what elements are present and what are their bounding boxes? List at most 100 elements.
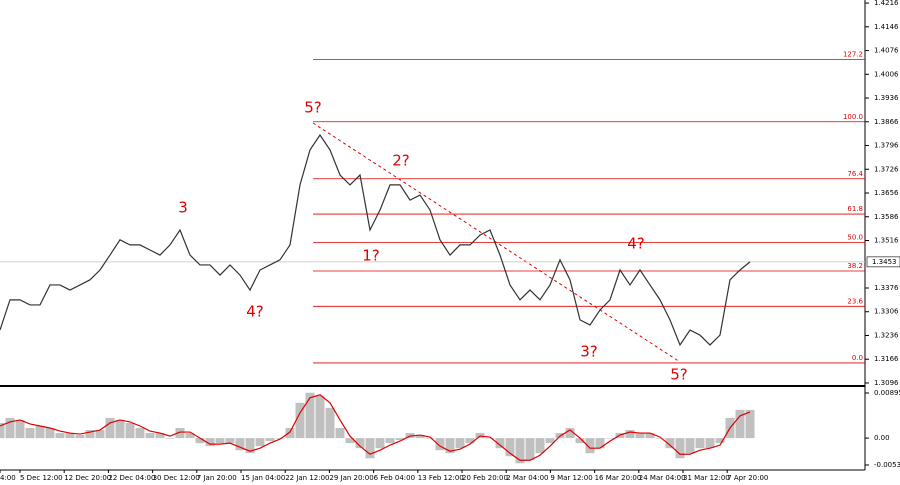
y-tick-label: 0.00 — [874, 434, 890, 442]
x-tick-label: 22 Jan 12:00 — [285, 474, 329, 482]
histogram-bar — [425, 438, 435, 439]
x-tick-label: 31 Mar 12:00 — [683, 474, 730, 482]
histogram-bar — [495, 438, 505, 449]
histogram-bar — [395, 438, 405, 441]
y-tick-label: 1.3306 — [874, 308, 899, 316]
x-tick-label: 20 Feb 20:00 — [462, 474, 508, 482]
histogram-bar — [585, 438, 595, 454]
histogram-bar — [665, 438, 675, 449]
price-line — [0, 133, 751, 347]
histogram-bar — [695, 438, 705, 449]
histogram-bar — [595, 438, 605, 449]
histogram-bar — [185, 433, 195, 439]
histogram-bar — [645, 433, 655, 439]
histogram-bar — [195, 438, 205, 444]
histogram-bar — [175, 428, 185, 439]
histogram-bar — [105, 417, 115, 439]
histogram-bar — [455, 438, 465, 449]
histogram-bar — [45, 428, 55, 439]
y-tick-label: 1.4146 — [874, 23, 899, 31]
histogram-bar — [305, 392, 315, 439]
histogram-bar — [355, 438, 365, 449]
x-tick-label: 9 Mar 12:00 — [550, 474, 592, 482]
fib-label: 61.8 — [847, 205, 863, 213]
histogram-bar — [265, 438, 275, 442]
histogram-bar — [205, 438, 215, 447]
wave-label: 4? — [627, 235, 645, 253]
histogram-bar — [545, 438, 555, 444]
y-tick-label: 1.3096 — [874, 379, 899, 387]
histogram-bar — [515, 438, 525, 464]
x-tick-label: 2 Mar 04:00 — [506, 474, 548, 482]
y-tick-label: 1.3236 — [874, 331, 899, 339]
histogram-bar — [655, 438, 665, 439]
y-tick-label: 1.4006 — [874, 70, 899, 78]
histogram-bar — [115, 419, 125, 439]
histogram-bar — [215, 438, 225, 444]
wave-label: 2? — [392, 152, 410, 170]
fib-label: 38.2 — [847, 262, 863, 270]
histogram-bar — [535, 438, 545, 454]
histogram-bar — [375, 438, 385, 449]
histogram-bar — [15, 419, 25, 439]
histogram-bar — [705, 438, 715, 449]
wave-label: 4? — [246, 303, 264, 321]
fib-label: 76.4 — [847, 170, 863, 178]
y-tick-label: -0.00534 — [874, 461, 900, 469]
histogram-bar — [5, 417, 15, 439]
fib-label: 0.0 — [852, 354, 863, 362]
y-tick-label: 1.3376 — [874, 284, 899, 292]
y-tick-label: 1.3656 — [874, 189, 899, 197]
wave-label: 3? — [580, 343, 598, 361]
fib-label: 127.2 — [843, 50, 863, 58]
x-tick-label: 5 Dec 12:00 — [20, 474, 63, 482]
y-tick-label: 1.3936 — [874, 94, 899, 102]
x-tick-label: 15 Jan 04:00 — [241, 474, 285, 482]
histogram-bar — [125, 422, 135, 439]
histogram-bar — [55, 433, 65, 439]
histogram-bar — [75, 435, 85, 439]
histogram-bar — [675, 438, 685, 459]
signal-line — [0, 394, 751, 461]
histogram-bar — [285, 428, 295, 439]
histogram-bar — [575, 438, 585, 444]
x-tick-label: 4:00 — [0, 474, 16, 482]
histogram-bar — [325, 407, 335, 439]
histogram-bar — [685, 438, 695, 454]
histogram-bar — [135, 428, 145, 439]
histogram-bar — [745, 409, 755, 439]
y-tick-label: 0.00895 — [874, 389, 900, 397]
histogram-bar — [315, 395, 325, 439]
histogram-bar — [85, 430, 95, 439]
x-tick-label: 6 Feb 04:00 — [374, 474, 415, 482]
x-tick-label: 16 Mar 20:00 — [595, 474, 642, 482]
histogram-bar — [155, 433, 165, 439]
histogram-bar — [235, 438, 245, 451]
histogram-bar — [525, 438, 535, 461]
x-tick-label: 30 Dec 12:00 — [153, 474, 200, 482]
y-tick-label: 1.3166 — [874, 355, 899, 363]
histogram-bar — [445, 438, 455, 454]
histogram-bar — [275, 438, 285, 439]
histogram-bar — [35, 425, 45, 439]
histogram-bar — [225, 438, 235, 444]
x-tick-label: 29 Jan 20:00 — [329, 474, 373, 482]
last-price-label: 1.3453 — [872, 258, 897, 266]
wave-label: 1? — [362, 247, 380, 265]
histogram-bar — [25, 428, 35, 439]
histogram-bar — [505, 438, 515, 457]
wave-label: 5? — [304, 99, 322, 117]
wave-label: 5? — [670, 366, 688, 384]
histogram-bar — [0, 422, 5, 439]
y-tick-label: 1.3516 — [874, 236, 899, 244]
histogram-bar — [65, 433, 75, 439]
histogram-bar — [635, 433, 645, 439]
histogram-bar — [485, 438, 495, 439]
x-tick-label: 7 Jan 20:00 — [197, 474, 237, 482]
x-tick-label: 12 Dec 20:00 — [64, 474, 111, 482]
histogram-bar — [245, 438, 255, 454]
fib-label: 100.0 — [843, 113, 863, 121]
wave-label: 3 — [178, 199, 188, 217]
y-tick-label: 1.3586 — [874, 213, 899, 221]
x-tick-label: 22 Dec 04:00 — [108, 474, 155, 482]
